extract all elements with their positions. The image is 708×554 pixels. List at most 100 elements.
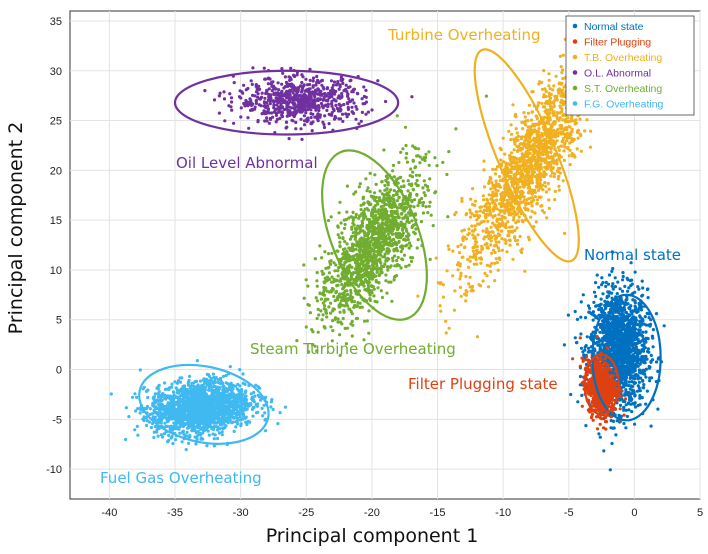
data-point [634, 327, 638, 331]
data-point [479, 205, 484, 209]
data-point [621, 274, 625, 279]
data-point [638, 389, 642, 393]
data-point [626, 322, 630, 326]
data-point [591, 418, 595, 422]
data-point [605, 372, 609, 376]
data-point [317, 106, 321, 110]
data-point [581, 359, 585, 363]
data-point [332, 80, 337, 84]
data-point [489, 187, 493, 191]
data-point [531, 145, 535, 149]
data-point [460, 255, 464, 259]
data-point [490, 193, 494, 197]
data-point [460, 196, 464, 201]
data-point [630, 318, 634, 322]
data-point [589, 390, 593, 394]
data-point [530, 189, 534, 193]
data-point [610, 269, 614, 273]
data-point [611, 383, 615, 387]
data-point [618, 313, 623, 317]
data-point [526, 178, 530, 182]
data-point [616, 307, 621, 312]
data-point [535, 181, 539, 185]
data-point [494, 204, 498, 208]
data-point [509, 151, 514, 155]
data-point [459, 274, 463, 278]
data-point [507, 213, 511, 217]
data-point [348, 99, 352, 103]
data-point [619, 344, 624, 348]
data-point [484, 216, 488, 220]
data-point [548, 96, 553, 100]
data-point [517, 215, 521, 219]
data-point [550, 155, 554, 159]
y-tick-label: -10 [46, 464, 62, 476]
data-point [475, 218, 479, 222]
data-point [609, 348, 613, 353]
data-point [539, 195, 543, 199]
data-point [499, 210, 503, 214]
axis-ticks: -40 -35 -30 -25 -20 -15 -10 -5 0 5-10-50510152025… [46, 16, 703, 519]
data-point [522, 164, 526, 169]
data-point [334, 99, 338, 103]
data-point [364, 100, 368, 104]
data-point [589, 380, 593, 384]
data-point [303, 123, 307, 127]
data-point [641, 293, 645, 297]
data-point [354, 117, 358, 121]
data-point [635, 347, 639, 351]
data-point [648, 322, 653, 326]
data-point [636, 359, 640, 363]
data-point [507, 129, 511, 133]
data-point [503, 152, 507, 156]
data-point [444, 331, 448, 335]
data-point [494, 198, 498, 202]
data-point [636, 338, 640, 342]
data-point [590, 412, 595, 416]
data-point [301, 104, 305, 108]
data-point [546, 120, 550, 124]
data-point [610, 284, 614, 288]
data-point [291, 101, 295, 105]
data-point [498, 233, 502, 237]
data-point [357, 122, 361, 126]
data-point [612, 331, 616, 335]
data-point [559, 65, 563, 69]
data-point [513, 236, 517, 240]
data-point [232, 121, 236, 125]
data-point [291, 86, 295, 90]
data-point [559, 82, 564, 86]
data-point [284, 80, 289, 85]
data-point [621, 271, 625, 275]
data-point [510, 132, 514, 136]
data-point [610, 324, 614, 329]
data-point [547, 72, 551, 76]
data-point [336, 81, 340, 85]
data-point [620, 300, 624, 304]
data-point [538, 186, 542, 190]
data-point [499, 195, 504, 199]
data-point [628, 339, 632, 343]
data-point [622, 406, 626, 410]
data-point [514, 165, 518, 169]
data-point [627, 344, 631, 348]
data-point [597, 337, 601, 341]
data-point [458, 285, 462, 289]
data-point [297, 94, 301, 98]
data-point [502, 202, 506, 206]
data-point [546, 166, 550, 171]
data-point [542, 105, 547, 109]
data-point [620, 325, 625, 329]
data-point [561, 113, 565, 117]
data-point [311, 79, 315, 83]
data-point [258, 97, 262, 101]
data-point [547, 198, 551, 202]
data-point [337, 87, 341, 91]
data-point [552, 161, 556, 165]
data-point [513, 112, 518, 116]
data-point [621, 356, 625, 360]
data-point [286, 108, 290, 112]
data-point [585, 335, 589, 339]
data-point [274, 113, 278, 117]
